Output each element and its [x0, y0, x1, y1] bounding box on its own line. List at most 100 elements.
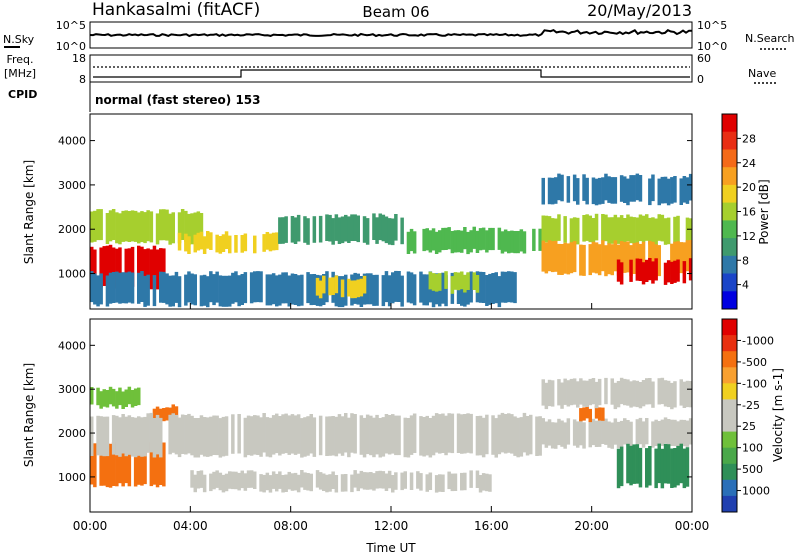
data-cell — [576, 381, 580, 408]
data-cell — [666, 178, 671, 206]
power-ylabel: Slant Range [km] — [22, 160, 36, 264]
data-cell — [685, 380, 690, 408]
data-cell — [466, 413, 470, 453]
data-cell — [140, 271, 144, 302]
data-cell — [472, 272, 476, 290]
data-cell — [403, 471, 407, 489]
data-cell — [663, 218, 668, 245]
data-cell — [174, 406, 179, 420]
data-cell — [171, 212, 175, 244]
data-cell — [105, 443, 110, 488]
data-cell — [344, 413, 348, 453]
data-cell — [375, 217, 379, 244]
data-cell — [102, 389, 106, 407]
data-cell — [275, 232, 279, 251]
data-cell — [159, 209, 163, 241]
data-cell — [651, 381, 655, 408]
data-cell — [99, 247, 103, 288]
data-cell — [685, 240, 690, 272]
cpid-text: normal (fast stereo) 153 — [95, 93, 261, 107]
data-cell — [190, 273, 194, 305]
data-cell — [391, 272, 395, 304]
data-cell — [199, 275, 204, 307]
data-cell — [566, 176, 571, 203]
noise-sky-line — [89, 28, 693, 38]
data-cell — [284, 474, 288, 492]
data-cell — [372, 473, 376, 491]
data-cell — [666, 419, 671, 446]
data-cell — [180, 209, 185, 240]
data-cell — [196, 232, 201, 251]
data-cell — [507, 271, 511, 303]
data-cell — [428, 230, 433, 253]
data-cell — [481, 272, 486, 303]
data-cell — [485, 414, 489, 455]
data-cell — [648, 240, 652, 272]
data-cell — [663, 176, 668, 204]
data-cell — [350, 474, 354, 493]
data-cell — [475, 275, 480, 293]
data-cell — [654, 218, 658, 246]
data-cell — [597, 177, 602, 205]
data-cell — [607, 217, 611, 244]
data-cell — [394, 214, 398, 241]
data-cell — [601, 240, 605, 272]
nave-label: Nave — [748, 67, 776, 80]
data-cell — [619, 175, 624, 202]
data-cell — [322, 473, 326, 491]
data-cell — [278, 416, 282, 456]
data-cell — [168, 275, 172, 307]
data-cell — [137, 440, 141, 485]
data-cell — [566, 243, 571, 275]
data-cell — [391, 475, 395, 493]
data-cell — [629, 445, 633, 486]
data-cell — [362, 275, 367, 294]
colorbar-tick-label: 1000 — [742, 485, 770, 498]
data-cell — [331, 277, 335, 295]
velocity-colorbar-label: Velocity [m s-1] — [771, 368, 785, 462]
data-cell — [682, 261, 687, 284]
data-cell — [155, 443, 160, 488]
data-cell — [676, 259, 680, 282]
data-cell — [378, 213, 382, 241]
data-cell — [660, 377, 665, 405]
data-cell — [149, 412, 154, 453]
data-cell — [485, 230, 489, 253]
data-cell — [137, 212, 141, 244]
data-cell — [115, 212, 119, 244]
data-cell — [541, 379, 545, 406]
data-cell — [152, 245, 157, 286]
data-cell — [522, 412, 527, 453]
data-cell — [353, 470, 357, 488]
data-cell — [353, 214, 357, 241]
data-cell — [90, 271, 94, 303]
data-cell — [221, 474, 226, 493]
data-cell — [475, 416, 480, 456]
data-cell — [616, 381, 621, 408]
data-cell — [337, 217, 342, 244]
data-cell — [93, 210, 97, 242]
data-cell — [579, 378, 583, 405]
data-cell — [447, 413, 451, 453]
data-cell — [168, 414, 172, 455]
data-cell — [673, 381, 677, 408]
data-cell — [90, 387, 94, 405]
data-cell — [569, 242, 574, 274]
data-cell — [391, 218, 395, 246]
data-cell — [557, 243, 561, 275]
data-cell — [196, 211, 201, 243]
data-cell — [124, 416, 128, 457]
data-cell — [563, 378, 567, 405]
data-cell — [688, 418, 693, 445]
data-cell — [456, 230, 461, 253]
data-cell — [340, 216, 345, 244]
data-cell — [115, 442, 119, 487]
data-cell — [149, 249, 154, 290]
data-cell — [582, 422, 586, 449]
colorbar-tick-label: 16 — [742, 206, 756, 219]
data-cell — [177, 276, 182, 308]
data-cell — [532, 228, 536, 251]
data-cell — [685, 420, 690, 447]
colorbar-tick-label: 12 — [742, 230, 756, 243]
data-cell — [159, 417, 163, 458]
